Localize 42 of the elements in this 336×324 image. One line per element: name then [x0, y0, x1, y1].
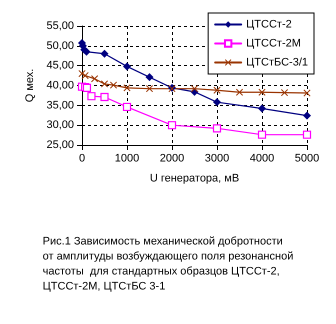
point [123, 62, 131, 70]
point [101, 80, 108, 88]
point [87, 92, 96, 100]
x-tick-label: 2000 [160, 152, 184, 164]
point [124, 84, 130, 92]
x-tick-label: 5000 [294, 152, 320, 164]
y-tick-label: 50,00 [46, 40, 74, 52]
point [258, 130, 266, 139]
x-tick-label: 0 [78, 152, 86, 164]
point [213, 98, 221, 106]
point [122, 102, 132, 112]
y-tick-label: 25,00 [46, 139, 74, 151]
x-tick-label: 3000 [204, 152, 230, 164]
legend-label: ЦТСтБС-3/1 [246, 56, 308, 68]
x-tick-label: 1000 [114, 152, 140, 164]
point [110, 82, 117, 89]
point [168, 121, 176, 130]
point [82, 72, 89, 80]
point [146, 85, 153, 92]
point [100, 92, 109, 102]
point [281, 89, 288, 96]
point [191, 85, 198, 92]
point [302, 130, 312, 139]
text: Рис.1 Зависимость механической добротности от амплитуды возбуждающего поля резонансной частоты для стандартных образцов ЦТССт-2, ЦТССт-2М, ЦТСтБС 3-1 [42, 236, 294, 292]
point [100, 50, 108, 58]
x-axis-title: U генератора, мВ [150, 172, 240, 184]
point [304, 90, 310, 97]
y-axis-title: Q мех. [24, 68, 36, 102]
y-tick-label: 45,00 [46, 60, 74, 72]
x-tick-label: 4000 [250, 152, 274, 164]
y-tick-label: 35,00 [46, 99, 74, 112]
point [212, 124, 222, 132]
y-tick-label: 40,00 [46, 80, 74, 92]
point [303, 112, 311, 120]
point [258, 104, 266, 113]
point [91, 75, 98, 82]
point [146, 73, 154, 82]
legend-label: ЦТССт-2 [246, 18, 292, 30]
legend-label: ЦТССт-2М [246, 38, 301, 50]
y-tick-label: 55,00 [46, 20, 74, 32]
point [82, 48, 90, 56]
y-tick-label: 30,00 [46, 119, 74, 132]
